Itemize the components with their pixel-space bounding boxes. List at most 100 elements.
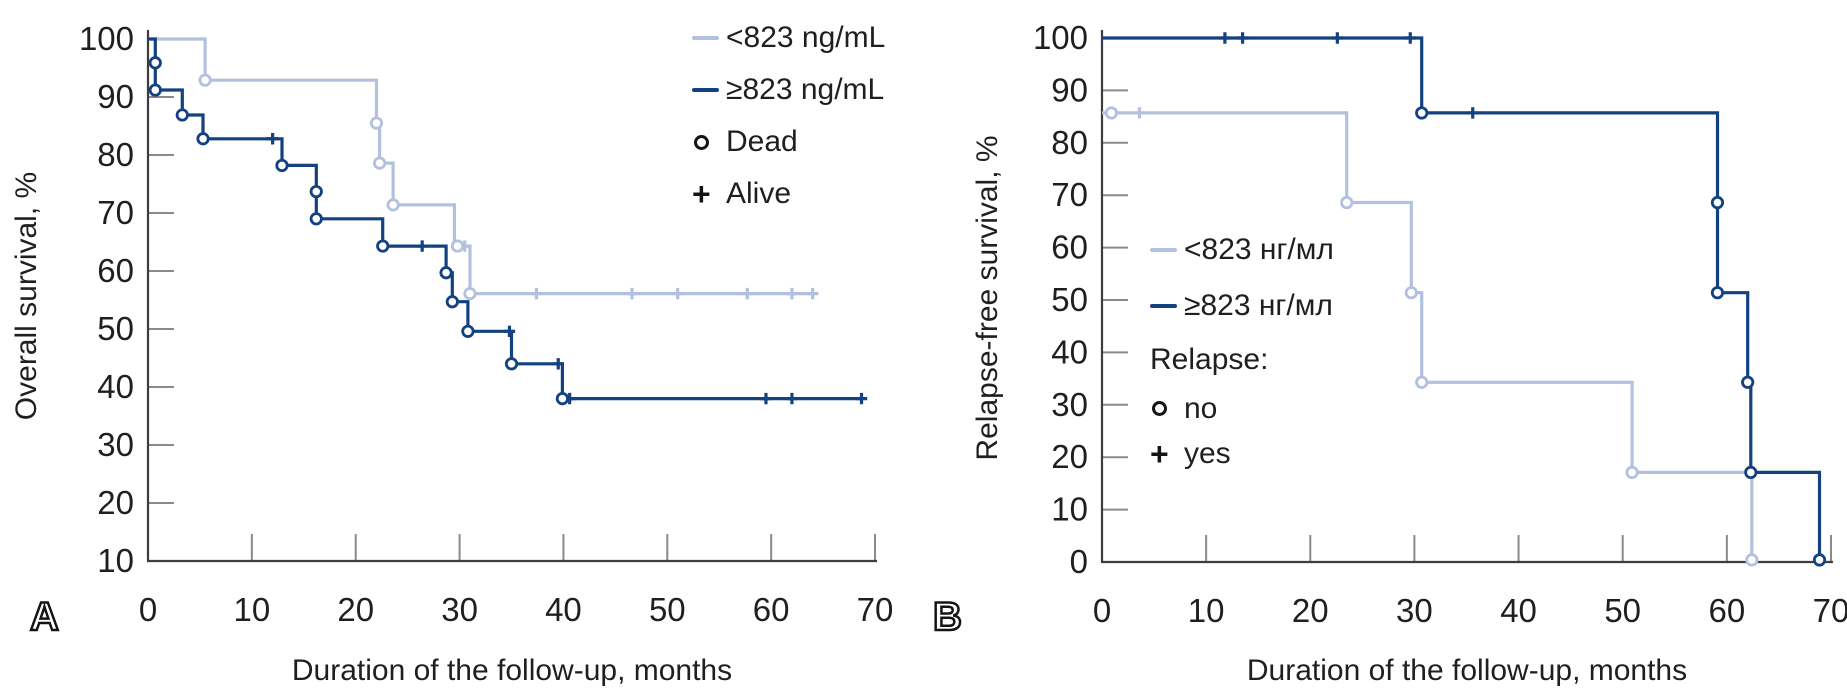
no-relapse-marker-swatch <box>1150 401 1184 416</box>
censor-plus-marker <box>1331 32 1344 44</box>
legend-item-relapse-yes: + yes <box>1150 435 1231 472</box>
lt823-line-swatch <box>692 36 726 40</box>
censor-plus-marker <box>503 325 516 338</box>
legend-item-label: no <box>1184 391 1218 425</box>
event-circle-marker <box>1625 465 1639 479</box>
y-tick-label: 20 <box>1051 438 1088 475</box>
y-tick-label: 70 <box>97 194 134 231</box>
x-tick-label: 50 <box>1604 592 1641 629</box>
event-circle-marker <box>1415 375 1429 389</box>
event-circle-marker <box>1415 106 1429 120</box>
legend-item-label: <823 ng/mL <box>726 21 886 54</box>
event-circle-marker <box>148 83 162 97</box>
event-circle-marker <box>461 324 475 338</box>
legend-item-label: Dead <box>726 125 798 158</box>
event-circle-marker <box>439 266 453 280</box>
censor-plus-marker <box>1467 107 1479 119</box>
y-tick-label: 80 <box>97 136 134 173</box>
y-tick-label: 50 <box>97 310 134 347</box>
dark-dash-icon <box>1150 304 1177 308</box>
y-tick-label: 60 <box>1051 229 1088 266</box>
ge823-line-swatch <box>1150 304 1184 308</box>
legend-item-dead: Dead <box>692 116 885 168</box>
event-circle-marker <box>369 116 384 130</box>
censor-plus-marker <box>786 392 798 405</box>
y-tick-label: 10 <box>1051 491 1088 528</box>
panel-a-x-axis-title: Duration of the follow-up, months <box>291 654 733 687</box>
lt823-line-swatch <box>1150 248 1184 252</box>
censor-plus-marker <box>1236 32 1249 44</box>
legend-item-alive: + Alive <box>692 176 792 212</box>
x-tick-label: 60 <box>753 591 790 628</box>
panel-a-y-axis-title: Overall survival, % <box>10 171 43 421</box>
y-tick-label: 0 <box>1070 543 1088 580</box>
x-tick-label: 0 <box>1093 592 1111 629</box>
legend-item-ge823: ≥823 ng/mL <box>692 64 885 116</box>
legend-item-label: <823 нг/мл <box>1184 233 1334 266</box>
y-tick-label: 100 <box>1033 19 1088 56</box>
y-tick-label: 80 <box>1051 124 1088 161</box>
event-circle-marker <box>148 56 162 70</box>
censor-plus-marker <box>671 287 684 300</box>
y-tick-label: 30 <box>1051 386 1088 423</box>
x-tick-label: 70 <box>857 591 894 628</box>
event-circle-marker <box>309 184 323 199</box>
dead-marker-swatch <box>692 134 726 150</box>
censor-plus-marker <box>626 287 638 300</box>
km-curve-dark <box>1102 36 1822 560</box>
legend-item-label: ≥823 нг/мл <box>1184 289 1333 322</box>
y-tick-label: 100 <box>79 20 134 57</box>
event-circle-marker <box>450 239 465 253</box>
dark-dash-icon <box>692 88 719 92</box>
event-circle-marker <box>1812 553 1827 567</box>
x-tick-label: 30 <box>441 591 478 628</box>
event-circle-marker <box>1104 106 1118 120</box>
censor-plus-marker <box>807 287 819 300</box>
y-tick-label: 50 <box>1051 281 1088 318</box>
x-tick-label: 60 <box>1708 592 1745 629</box>
censor-plus-marker <box>552 358 564 370</box>
censor-plus-marker <box>416 240 428 252</box>
event-circle-marker <box>376 239 390 253</box>
open-circle-icon <box>694 134 709 150</box>
event-circle-marker <box>1710 286 1725 300</box>
legend-item-lt823-ru: <823 нг/мл <box>1150 222 1334 278</box>
x-tick-label: 10 <box>1188 592 1225 629</box>
event-circle-marker <box>309 212 323 226</box>
event-circle-marker <box>1340 195 1354 210</box>
x-tick-label: 20 <box>1292 592 1329 629</box>
legend-heading-label: Relapse: <box>1150 343 1269 376</box>
y-tick-label: 90 <box>1051 71 1088 108</box>
censor-plus-marker <box>760 392 772 405</box>
censor-plus-marker <box>530 287 543 300</box>
y-tick-label: 40 <box>97 368 134 405</box>
event-circle-marker <box>1745 553 1759 567</box>
legend-item-lt823: <823 ng/mL <box>692 12 885 64</box>
event-circle-marker <box>1744 465 1758 479</box>
x-tick-label: 40 <box>545 591 582 628</box>
event-circle-marker <box>373 156 387 170</box>
x-tick-label: 10 <box>234 591 271 628</box>
event-circle-marker <box>1741 375 1755 389</box>
x-tick-label: 0 <box>139 591 157 628</box>
panel-b-x-axis-title: Duration of the follow-up, months <box>1246 654 1688 687</box>
censor-plus-marker <box>266 133 279 145</box>
legend-item-label: Alive <box>726 177 792 210</box>
x-tick-label: 70 <box>1813 592 1847 629</box>
panel-b-letter: B <box>932 595 963 639</box>
panel-a-legend: <823 ng/mL ≥823 ng/mL Dead + Alive <box>692 12 885 220</box>
x-tick-label: 20 <box>337 591 374 628</box>
y-tick-label: 40 <box>1051 333 1088 370</box>
light-dash-icon <box>692 36 719 40</box>
legend-item-relapse-no: no <box>1150 386 1334 431</box>
event-circle-marker <box>196 132 210 146</box>
x-tick-label: 50 <box>649 591 686 628</box>
y-tick-label: 90 <box>97 78 134 115</box>
event-circle-marker <box>175 108 189 122</box>
legend-item-label: ≥823 ng/mL <box>726 73 885 106</box>
ge823-line-swatch <box>692 88 726 92</box>
censor-plus-marker <box>741 287 753 300</box>
y-tick-label: 10 <box>97 542 134 579</box>
event-circle-marker <box>1710 195 1725 210</box>
x-tick-label: 40 <box>1500 592 1537 629</box>
